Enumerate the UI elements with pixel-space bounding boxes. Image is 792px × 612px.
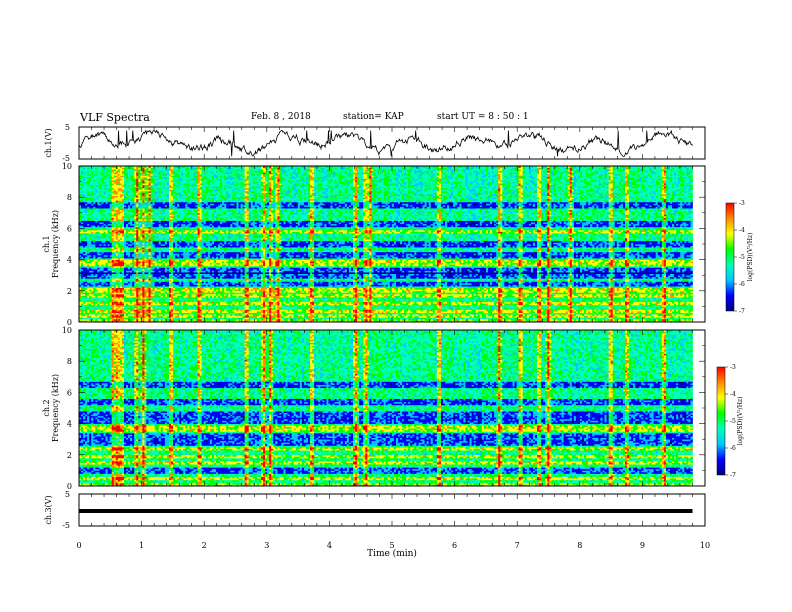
vlf-figure: 5 -5 ch.1(V) 0246810 ch.1 Frequency (kHz… <box>0 0 792 612</box>
ch1-ytick-top: 5 <box>65 123 70 132</box>
ch1-spectrogram-image <box>79 166 705 322</box>
ch1-ylabel: ch.1(V) <box>44 128 53 157</box>
ch1-panel: 5 -5 ch.1(V) <box>44 123 705 163</box>
